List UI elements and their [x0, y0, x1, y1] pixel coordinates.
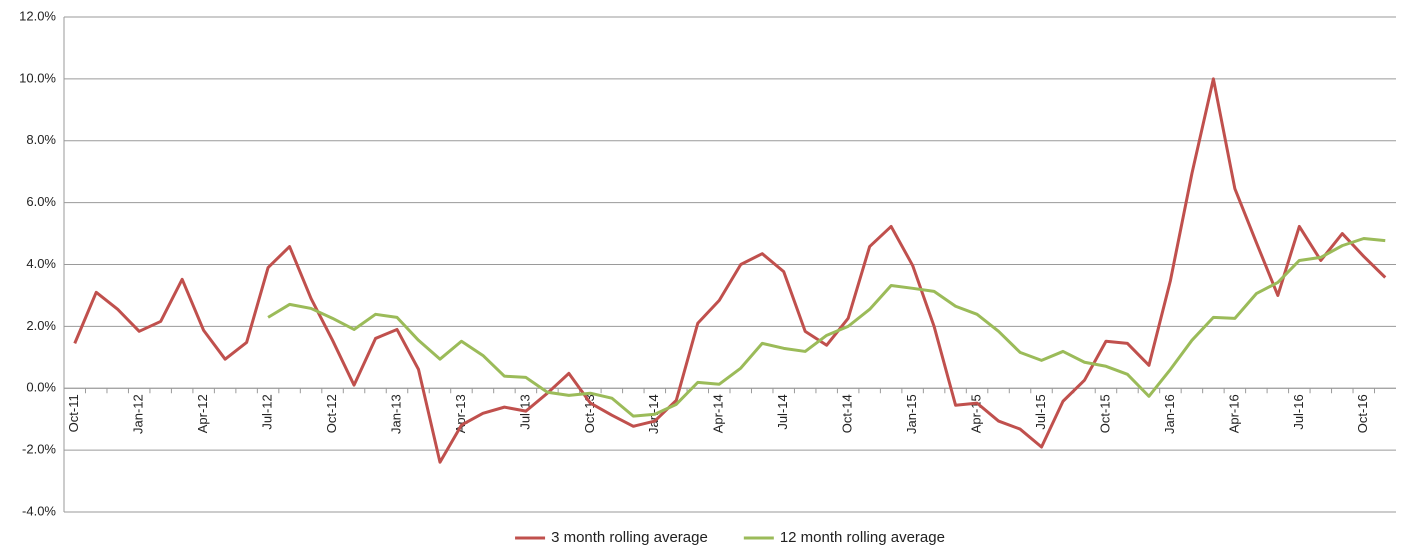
line-series: [267, 237, 1386, 418]
x-tick-label: Jul-12: [260, 394, 275, 429]
x-tick-label: Jan-15: [904, 394, 919, 434]
x-tick-label: Jan-12: [131, 394, 146, 434]
legend: 3 month rolling average 12 month rolling …: [515, 529, 945, 546]
x-tick-label: Jul-14: [775, 394, 790, 429]
x-tick-label: Oct-15: [1097, 394, 1112, 433]
y-tick-label: 6.0%: [26, 194, 56, 209]
x-tick-label: Apr-14: [711, 394, 726, 433]
x-tick-label: Jul-16: [1291, 394, 1306, 429]
y-tick-label: 8.0%: [26, 132, 56, 147]
x-tick-label: Jan-13: [388, 394, 403, 434]
x-tick-label: Oct-16: [1355, 394, 1370, 433]
x-tick-label: Jul-15: [1033, 394, 1048, 429]
x-tick-label: Apr-12: [195, 394, 210, 433]
x-tick-label: Oct-12: [324, 394, 339, 433]
y-tick-label: 12.0%: [19, 8, 56, 23]
legend-label: 12 month rolling average: [780, 529, 945, 546]
x-tick-label: Apr-15: [969, 394, 984, 433]
x-tick-label: Oct-14: [840, 394, 855, 433]
y-tick-label: 4.0%: [26, 256, 56, 271]
line-series: [73, 77, 1387, 464]
x-tick-label: Oct-11: [66, 394, 81, 432]
x-tick-label: Jan-16: [1162, 394, 1177, 434]
y-tick-label: 10.0%: [19, 70, 56, 85]
y-tick-label: 2.0%: [26, 318, 56, 333]
x-tick-label: Apr-16: [1226, 394, 1241, 433]
y-tick-label: -2.0%: [22, 442, 56, 457]
y-tick-label: -4.0%: [22, 503, 56, 518]
y-tick-label: 0.0%: [26, 380, 56, 395]
legend-label: 3 month rolling average: [551, 529, 708, 546]
